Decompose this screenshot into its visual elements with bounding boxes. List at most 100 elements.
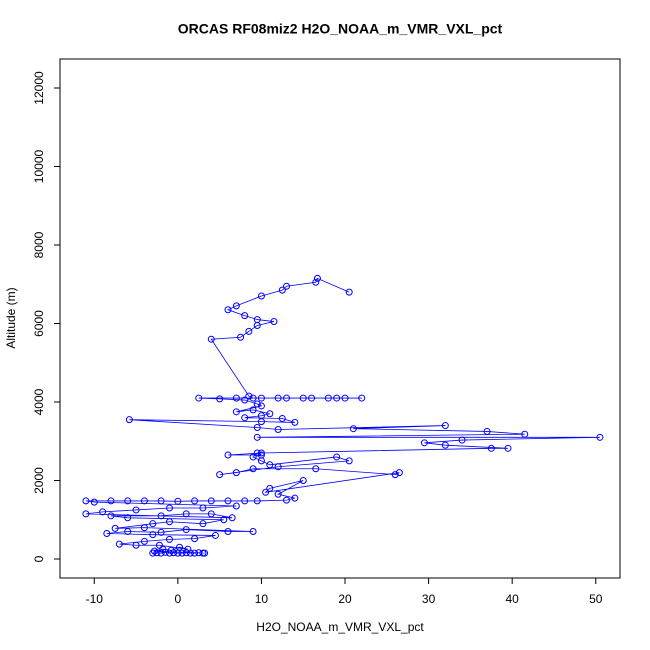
data-point xyxy=(149,531,157,539)
data-point xyxy=(237,333,245,341)
data-point xyxy=(111,524,119,532)
data-point xyxy=(521,430,529,438)
data-point xyxy=(257,451,265,459)
data-point xyxy=(224,451,232,459)
data-point xyxy=(308,394,316,402)
data-point xyxy=(157,549,165,557)
data-point xyxy=(103,529,111,537)
x-tick-label: -10 xyxy=(86,592,104,606)
data-point xyxy=(312,465,320,473)
data-point xyxy=(140,497,148,505)
data-point xyxy=(90,498,98,506)
data-point xyxy=(420,439,428,447)
data-point xyxy=(207,497,215,505)
data-point xyxy=(299,477,307,485)
data-point xyxy=(149,549,157,557)
data-point xyxy=(333,453,341,461)
chart-title: ORCAS RF08miz2 H2O_NOAA_m_VMR_VXL_pct xyxy=(178,21,503,37)
data-point xyxy=(107,512,115,520)
data-point xyxy=(257,449,265,457)
data-point xyxy=(191,549,199,557)
data-point xyxy=(191,497,199,505)
data-point xyxy=(274,425,282,433)
data-point xyxy=(345,457,353,465)
data-point xyxy=(174,497,182,505)
data-point xyxy=(283,496,291,504)
data-point xyxy=(249,465,257,473)
data-point xyxy=(176,543,184,551)
data-point xyxy=(249,394,257,402)
data-point xyxy=(596,433,604,441)
y-tick-label: 4000 xyxy=(32,388,46,415)
data-point xyxy=(291,494,299,502)
data-point xyxy=(274,394,282,402)
data-point xyxy=(283,394,291,402)
data-point xyxy=(391,471,399,479)
data-point xyxy=(224,497,232,505)
data-point xyxy=(266,484,274,492)
data-point xyxy=(182,510,190,518)
data-point xyxy=(125,416,133,424)
data-point xyxy=(211,531,219,539)
x-axis-label: H2O_NOAA_m_VMR_VXL_pct xyxy=(256,620,424,634)
data-point xyxy=(313,274,321,282)
data-point xyxy=(199,504,207,512)
data-point xyxy=(274,490,282,498)
data-point xyxy=(132,541,140,549)
data-point xyxy=(216,471,224,479)
data-point xyxy=(241,497,249,505)
data-point xyxy=(165,518,173,526)
data-point xyxy=(278,286,286,294)
plot-frame xyxy=(59,58,621,579)
data-point xyxy=(115,540,123,548)
data-point xyxy=(270,318,278,326)
data-point xyxy=(253,400,261,408)
data-point xyxy=(257,412,265,420)
data-point xyxy=(232,408,240,416)
data-point xyxy=(266,410,274,418)
data-point xyxy=(249,528,257,536)
data-point xyxy=(191,535,199,543)
data-point xyxy=(157,497,165,505)
data-point xyxy=(245,327,253,335)
data-point xyxy=(341,394,349,402)
data-point xyxy=(228,514,236,522)
data-point xyxy=(224,306,232,314)
data-point xyxy=(157,512,165,520)
data-line xyxy=(85,277,600,554)
data-point xyxy=(155,541,163,549)
data-point xyxy=(253,449,261,457)
y-tick-label: 6000 xyxy=(32,310,46,337)
data-point xyxy=(241,396,249,404)
data-point xyxy=(253,433,261,441)
data-point xyxy=(232,469,240,477)
data-point xyxy=(232,502,240,510)
data-point xyxy=(182,549,190,557)
y-tick-label: 12000 xyxy=(32,71,46,105)
data-point xyxy=(291,418,299,426)
y-axis-label: Altitude (m) xyxy=(4,287,18,348)
data-point xyxy=(124,514,132,522)
data-point xyxy=(216,395,224,403)
data-point xyxy=(157,528,165,536)
data-point xyxy=(253,424,261,432)
y-tick-label: 2000 xyxy=(32,467,46,494)
data-point xyxy=(257,292,265,300)
data-point xyxy=(201,549,209,557)
data-point xyxy=(487,444,495,452)
data-point xyxy=(82,497,90,505)
data-point xyxy=(253,497,261,505)
data-point xyxy=(241,312,249,320)
x-tick-label: 50 xyxy=(589,592,603,606)
data-point xyxy=(99,508,107,516)
data-point xyxy=(253,316,261,324)
data-point xyxy=(266,461,274,469)
data-point xyxy=(504,444,512,452)
data-point xyxy=(345,288,353,296)
data-point xyxy=(262,488,270,496)
x-tick-label: 10 xyxy=(255,592,269,606)
data-point xyxy=(312,278,320,286)
data-point xyxy=(232,394,240,402)
data-point xyxy=(441,441,449,449)
data-point xyxy=(178,549,186,557)
